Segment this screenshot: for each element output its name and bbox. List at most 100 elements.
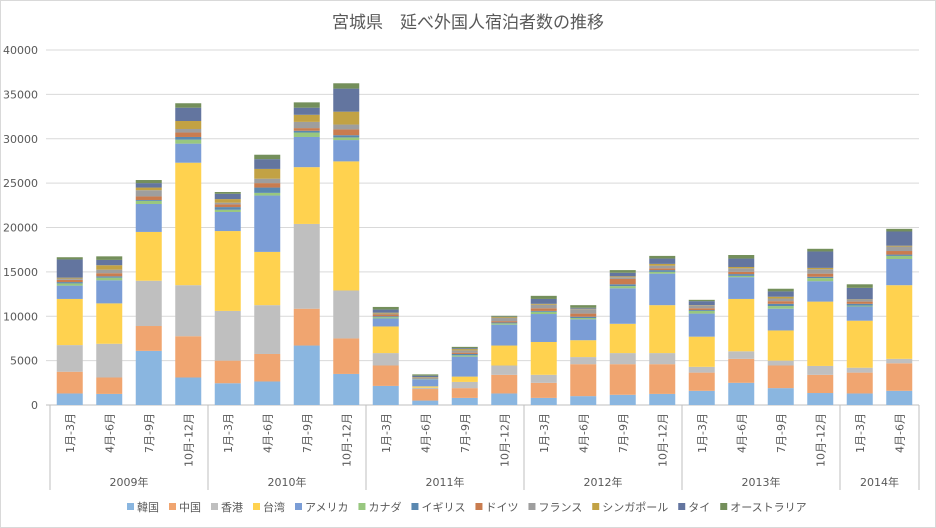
bar-segment [846,305,873,307]
bar-segment [372,318,399,327]
bar-segment [886,285,913,359]
x-tick-label: 7月-9月 [459,413,472,453]
bar-segment [451,346,478,349]
bar-segment [56,283,83,286]
legend-label: シンガポール [602,501,668,514]
bar-segment [333,135,360,138]
bar-segment [412,375,439,378]
bar-segment [175,143,202,163]
legend-swatch [411,503,419,510]
bar-segment [333,290,360,339]
bar-segment [451,356,478,377]
bar-segment [609,288,636,324]
bar-segment [96,280,123,304]
bar-segment [530,397,557,405]
x-tick-label: 4月-6月 [419,413,432,453]
x-group-label: 2010年 [268,475,307,489]
bar-segment [333,161,360,291]
bar-segment [728,277,755,299]
legend: 韓国 中国 香港 台湾 アメリカ カナダ イギリス ドイツ フランス シンガポール タイ オーストラリ… [127,500,807,514]
bar-segment [175,132,202,137]
bar-segment [214,192,241,194]
legend-swatch [358,503,366,510]
bar-segment [214,209,241,212]
x-tick-label: 4月-6月 [735,413,748,453]
bar-segment [372,326,399,354]
bar-segment [491,323,518,325]
bar-segment [412,389,439,401]
bar-segment [214,207,241,210]
bar-segment [767,308,794,331]
bar-segment [886,363,913,391]
bar-segment [175,162,202,286]
bar-segment [135,196,162,200]
x-tick-label: 1月-3月 [380,413,393,453]
bar-segment [846,306,873,321]
bar-segment [530,295,557,299]
bar-segment [96,393,123,405]
bar-segment [609,394,636,405]
bar-segment [609,278,636,285]
bar-segment [570,318,597,320]
bar-segment [807,251,834,268]
bar-segment [412,386,439,388]
bar-segment [491,317,518,319]
bar-segment [886,251,913,255]
bar-segment [570,316,597,319]
bar-segment [767,296,794,299]
bar-segment [96,259,123,266]
bar-segment [451,349,478,351]
bar-segment [688,390,715,405]
bar-segment [728,255,755,259]
bar-segment [649,263,676,266]
bar-segment [767,306,794,309]
bar-segment [56,371,83,394]
bar-segment [254,192,281,196]
bar-segment [649,258,676,264]
bar-segment [530,314,557,342]
bar-segment [609,353,636,365]
bar-segment [649,270,676,272]
bar-segment [530,341,557,375]
bar-segment [451,355,478,357]
bar-segment [333,129,360,136]
bar-segment [609,284,636,287]
bar-segment [570,313,597,317]
bar-segment [56,277,83,279]
bar-segment [451,348,478,350]
bar-segment [96,273,123,277]
bar-segment [530,304,557,309]
bar-segment [214,211,241,232]
bar-segment [254,183,281,188]
bar-segment [491,322,518,324]
bar-segment [372,306,399,310]
x-tick-label: 7月-9月 [617,413,630,453]
bar-segment [293,308,320,346]
x-tick-label: 10月-12月 [814,413,827,467]
legend-swatch [169,503,176,510]
bar-segment [846,284,873,288]
bar-segment [807,301,834,366]
bar-segment [254,178,281,184]
x-tick-label: 1月-3月 [696,413,709,453]
bar-segment [214,193,241,200]
bar-segment [767,330,794,361]
bar-segment [56,345,83,372]
bar-segment [96,277,123,281]
bar-segment [254,195,281,252]
bar-segment [609,277,636,279]
bar-segment [649,268,676,271]
bar-segment [846,301,873,304]
bar-segment [846,287,873,300]
bar-segment [293,102,320,108]
x-tick-label: 1月-3月 [64,413,77,453]
bar-segment [451,352,478,354]
bar-segment [491,393,518,405]
x-tick-label: 1月-3月 [222,413,235,453]
bar-segment [491,345,518,366]
bar-segment [451,397,478,405]
bar-segment [728,258,755,267]
bar-segment [491,321,518,323]
legend-label: アメリカ [305,501,348,514]
bar-segment [451,353,478,356]
